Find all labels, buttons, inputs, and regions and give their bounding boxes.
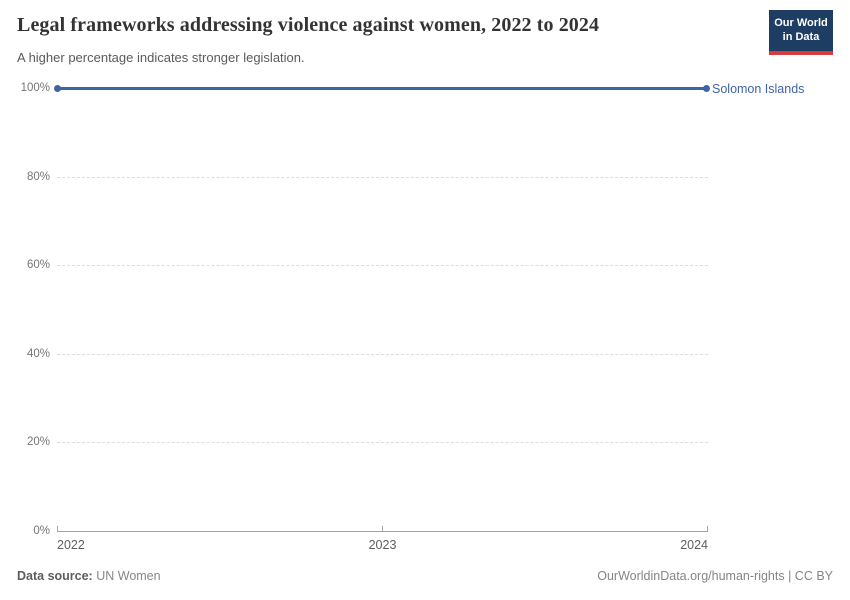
credit-link[interactable]: OurWorldinData.org/human-rights | CC BY bbox=[597, 569, 833, 583]
y-tick-label-60: 60% bbox=[26, 259, 50, 271]
y-tick-label-0: 0% bbox=[33, 525, 50, 537]
owid-logo-line2: in Data bbox=[782, 30, 820, 43]
owid-logo-line1: Our World bbox=[774, 17, 828, 29]
owid-logo[interactable]: Our World in Data bbox=[769, 10, 833, 55]
x-tick-label-2023: 2023 bbox=[368, 538, 397, 552]
gridline-40 bbox=[57, 354, 708, 355]
series-point-2022[interactable] bbox=[54, 85, 61, 92]
chart-subtitle: A higher percentage indicates stronger l… bbox=[17, 50, 305, 65]
data-source-label: Data source: bbox=[17, 569, 93, 583]
gridline-80 bbox=[57, 177, 708, 178]
y-tick-label-40: 40% bbox=[26, 348, 50, 360]
x-axis-tick-2024 bbox=[707, 526, 708, 531]
x-tick-label-2022: 2022 bbox=[57, 538, 85, 552]
x-axis-line bbox=[57, 531, 708, 532]
series-point-2024[interactable] bbox=[703, 85, 710, 92]
gridline-60 bbox=[57, 265, 708, 266]
data-source-note: Data source: UN Women bbox=[17, 569, 161, 583]
series-label-solomon-islands[interactable]: Solomon Islands bbox=[712, 82, 805, 96]
data-source-value: UN Women bbox=[96, 569, 161, 583]
chart-title: Legal frameworks addressing violence aga… bbox=[17, 14, 600, 36]
gridline-20 bbox=[57, 442, 708, 443]
y-tick-label-100: 100% bbox=[20, 82, 50, 94]
x-axis-tick-2023 bbox=[382, 526, 383, 531]
y-tick-label-80: 80% bbox=[26, 171, 50, 183]
x-axis-tick-2022 bbox=[57, 526, 58, 531]
x-tick-label-2024: 2024 bbox=[680, 538, 708, 552]
y-tick-label-20: 20% bbox=[26, 436, 50, 448]
series-line-solomon-islands[interactable] bbox=[57, 87, 707, 90]
